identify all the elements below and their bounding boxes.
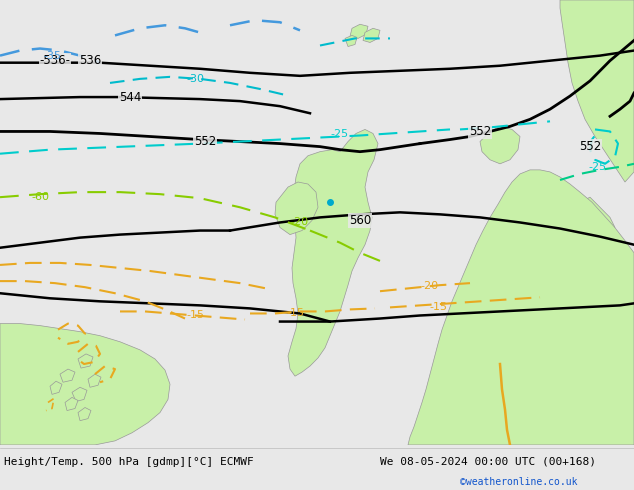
Text: Height/Temp. 500 hPa [gdmp][°C] ECMWF: Height/Temp. 500 hPa [gdmp][°C] ECMWF [4, 457, 254, 467]
Polygon shape [288, 129, 378, 376]
Text: -30: -30 [186, 74, 204, 84]
Text: -35: -35 [43, 50, 61, 61]
Polygon shape [72, 387, 87, 401]
Polygon shape [350, 24, 368, 38]
Polygon shape [60, 369, 75, 382]
Polygon shape [363, 28, 380, 43]
Text: ©weatheronline.co.uk: ©weatheronline.co.uk [460, 477, 578, 487]
Text: We 08-05-2024 00:00 UTC (00+168): We 08-05-2024 00:00 UTC (00+168) [380, 457, 596, 467]
Polygon shape [580, 197, 615, 233]
Polygon shape [560, 0, 634, 182]
Text: 552: 552 [194, 135, 216, 148]
Text: -20: -20 [421, 281, 439, 291]
Text: 560: 560 [349, 214, 371, 227]
Polygon shape [65, 397, 78, 411]
Text: -15: -15 [429, 302, 447, 313]
Text: 552: 552 [579, 140, 601, 153]
Polygon shape [78, 354, 93, 368]
Text: -20: -20 [291, 218, 309, 227]
Polygon shape [0, 323, 170, 445]
Text: 536: 536 [79, 54, 101, 67]
Text: -25: -25 [589, 162, 607, 172]
Polygon shape [50, 381, 62, 394]
Text: -25: -25 [331, 129, 349, 140]
Text: -536-: -536- [39, 54, 70, 67]
Text: 544: 544 [119, 91, 141, 103]
Polygon shape [480, 126, 520, 164]
Text: -15: -15 [186, 311, 204, 320]
Polygon shape [408, 170, 634, 445]
Text: -15: -15 [286, 309, 304, 318]
Text: 552: 552 [469, 125, 491, 138]
Text: -60: -60 [31, 192, 49, 202]
Polygon shape [275, 182, 318, 235]
Polygon shape [78, 408, 91, 420]
Polygon shape [88, 374, 101, 387]
Polygon shape [345, 35, 357, 47]
